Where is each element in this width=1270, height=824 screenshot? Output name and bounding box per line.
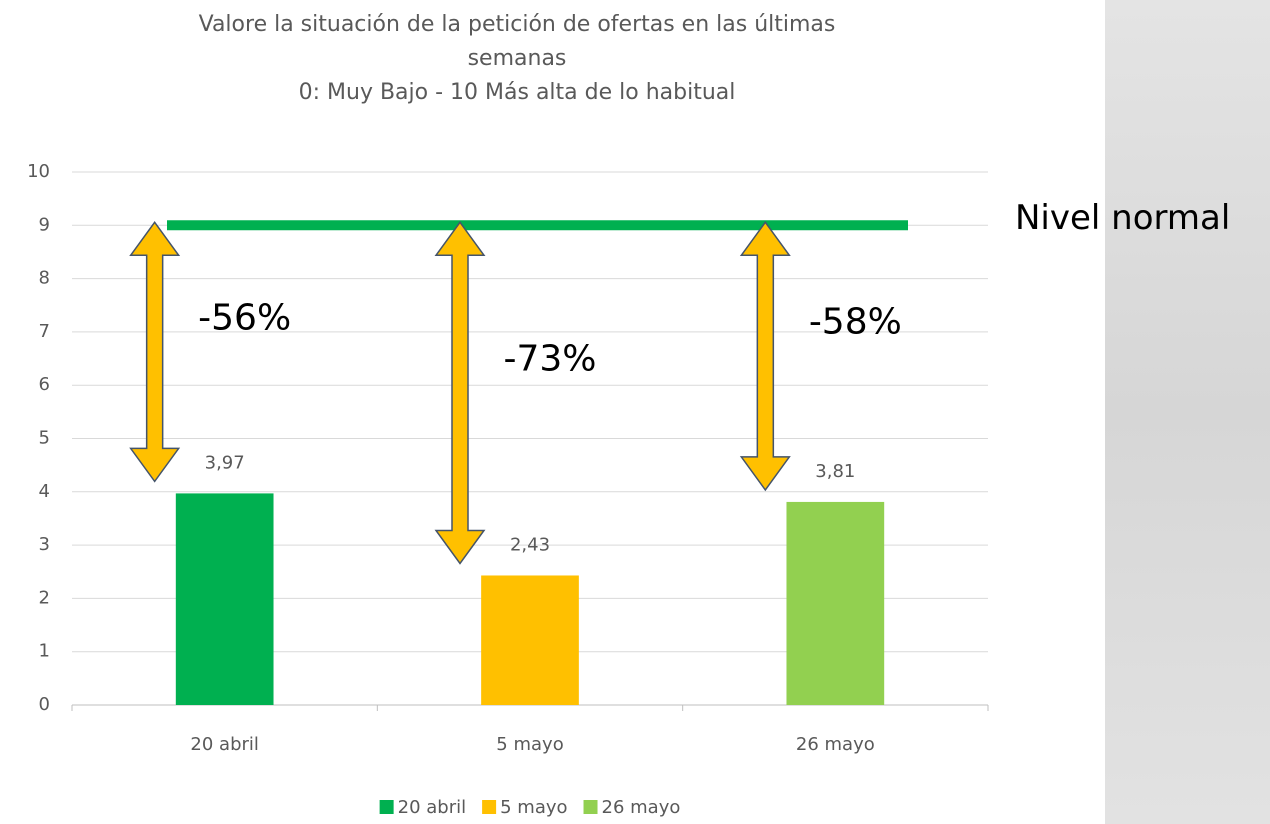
x-tick-label: 5 mayo bbox=[496, 734, 563, 755]
gap-arrow bbox=[131, 222, 179, 481]
value-label: 2,43 bbox=[510, 534, 550, 555]
legend-label: 5 mayo bbox=[500, 797, 567, 818]
value-label: 3,81 bbox=[815, 461, 855, 482]
annotation: -73% bbox=[503, 338, 596, 379]
x-tick-label: 26 mayo bbox=[796, 734, 875, 755]
y-tick-label: 6 bbox=[39, 374, 50, 395]
bar bbox=[481, 575, 579, 705]
y-tick-label: 8 bbox=[39, 268, 50, 289]
annotation: -56% bbox=[198, 297, 291, 338]
y-tick-label: 1 bbox=[39, 641, 50, 662]
legend-swatch bbox=[482, 800, 496, 814]
legend-swatch bbox=[584, 800, 598, 814]
bar bbox=[176, 493, 274, 705]
reference-label: Nivel normal bbox=[1015, 198, 1230, 238]
y-tick-label: 2 bbox=[39, 587, 50, 608]
bar bbox=[786, 502, 884, 705]
annotation: -58% bbox=[809, 302, 902, 343]
value-label: 3,97 bbox=[205, 452, 245, 473]
y-tick-label: 3 bbox=[39, 534, 50, 555]
y-tick-label: 4 bbox=[39, 481, 50, 502]
y-tick-label: 9 bbox=[39, 214, 50, 235]
legend-label: 26 mayo bbox=[602, 797, 681, 818]
y-tick-label: 7 bbox=[39, 321, 50, 342]
gap-arrow bbox=[436, 222, 484, 563]
legend-swatch bbox=[380, 800, 394, 814]
page: Valore la situación de la petición de of… bbox=[0, 0, 1270, 824]
x-tick-label: 20 abril bbox=[190, 734, 258, 755]
legend-label: 20 abril bbox=[398, 797, 466, 818]
y-tick-label: 10 bbox=[27, 161, 50, 182]
chart: 0 1 2 3 4 5 6 7 8 9 10 Nivel normal 20 abril 3,97 -56%… bbox=[0, 0, 1270, 824]
y-tick-label: 0 bbox=[39, 694, 50, 715]
gap-arrow bbox=[741, 222, 789, 490]
y-tick-label: 5 bbox=[39, 428, 50, 449]
